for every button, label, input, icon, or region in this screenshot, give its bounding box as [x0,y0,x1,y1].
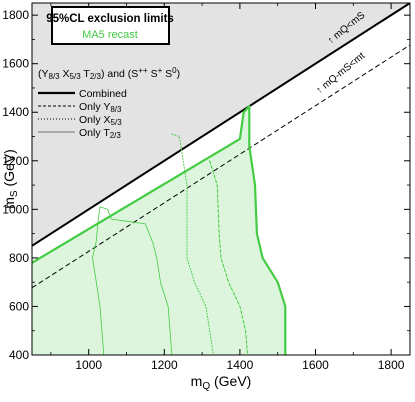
series-only-t23-branch [92,206,105,355]
y-tick-label: 1400 [2,105,29,119]
y-tick-label: 800 [9,251,29,265]
y-tick-label: 400 [9,348,29,362]
x-axis-title: mQ (GeV) [191,373,252,392]
chart-subtitle: MA5 recast [82,29,138,41]
series-combined [32,105,287,355]
x-tick-label: 1400 [227,358,254,372]
y-tick-label: 1800 [2,8,29,22]
series-only-t23 [99,206,173,355]
y-tick-label: 1600 [2,57,29,71]
title-box [51,6,170,45]
exclusion-fill [32,106,286,355]
series-only-x53 [171,133,214,355]
plot-area [32,3,410,355]
legend-label-combined: Combined [79,88,127,100]
legend: Combined Only Y8/3 Only X5/3 Only T2/3 [38,88,127,140]
legend-label-y83: Only Y8/3 [79,101,122,114]
series-only-y83 [209,160,248,355]
x-tick-label: 1200 [151,358,178,372]
x-tick-label: 1800 [378,358,405,372]
chart-title: 95%CL exclusion limits [46,13,174,25]
diagonal-mq-eq-ms [32,3,410,247]
legend-label-x53: Only X5/3 [79,114,122,127]
y-tick-label: 1200 [2,154,29,168]
x-tick-label: 1000 [75,358,102,372]
y-tick-label: 600 [9,299,29,313]
y-axis-title: mS (GeV) [1,149,20,209]
legend-label-t23: Only T2/3 [79,127,121,140]
x-tick-label: 1600 [302,358,329,372]
plot-frame [31,2,411,356]
y-tick-label: 1000 [2,202,29,216]
